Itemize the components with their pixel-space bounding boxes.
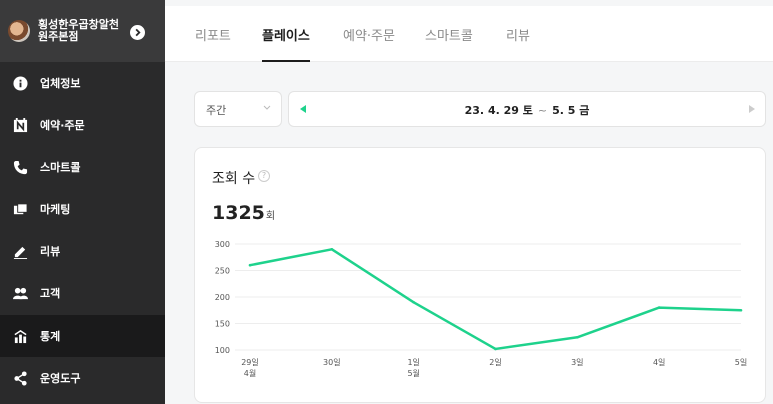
- store-name: 횡성한우곱창알천 원주본점: [38, 19, 130, 43]
- sidebar-item-smartcall[interactable]: 스마트콜: [0, 146, 165, 188]
- share-tool-icon: [12, 370, 28, 386]
- store-name-line2: 원주본점: [38, 30, 79, 43]
- sidebar-item-reservation[interactable]: 예약·주문: [0, 104, 165, 146]
- chevron-right-icon[interactable]: [130, 25, 145, 40]
- tab-place[interactable]: 플레이스: [262, 29, 310, 44]
- calendar-n-icon: [12, 117, 28, 133]
- store-switcher[interactable]: 횡성한우곱창알천 원주본점: [0, 0, 165, 62]
- tab-report[interactable]: 리포트: [195, 29, 231, 44]
- x-tick-label: 4일: [653, 358, 665, 367]
- store-name-line1: 횡성한우곱창알천: [38, 18, 119, 31]
- y-tick-label: 200: [215, 293, 230, 302]
- active-tab-indicator: [262, 60, 310, 62]
- x-tick-label: 29일: [241, 358, 259, 367]
- customers-icon: [12, 285, 28, 301]
- views-total-value: 1325: [212, 202, 265, 224]
- sidebar-item-tools[interactable]: 운영도구: [0, 357, 165, 399]
- x-tick-sublabel: 5월: [407, 368, 419, 378]
- sidebar-item-stats[interactable]: 통계: [0, 315, 165, 357]
- date-range-text: 23. 4. 29 토 ~5. 5 금: [289, 102, 765, 118]
- sidebar-item-label: 고객: [40, 287, 61, 300]
- x-tick-label: 3일: [571, 358, 583, 367]
- phone-icon: [12, 159, 28, 175]
- info-icon: [12, 75, 28, 91]
- sidebar-item-business-info[interactable]: 업체정보: [0, 62, 165, 104]
- tab-review[interactable]: 리뷰: [506, 29, 530, 44]
- x-tick-label: 1일: [407, 358, 419, 367]
- sidebar-item-label: 마케팅: [40, 203, 71, 216]
- date-range-picker: 23. 4. 29 토 ~5. 5 금: [288, 91, 766, 127]
- sidebar-item-label: 업체정보: [40, 77, 81, 90]
- marketing-icon: [12, 201, 28, 217]
- data-point: [657, 306, 661, 309]
- data-point: [412, 301, 415, 304]
- stats-icon: [12, 328, 28, 344]
- pen-icon: [12, 243, 28, 259]
- y-tick-label: 100: [215, 346, 230, 355]
- views-series-line: [249, 248, 742, 351]
- sidebar-item-marketing[interactable]: 마케팅: [0, 188, 165, 230]
- y-tick-label: 250: [215, 267, 230, 276]
- store-avatar: [8, 20, 30, 42]
- views-total-unit: 회: [265, 211, 276, 222]
- y-tick-label: 150: [215, 320, 230, 329]
- period-select[interactable]: 주간: [194, 91, 282, 127]
- range-start: 23. 4. 29 토: [464, 104, 533, 117]
- chevron-down-icon: [263, 104, 271, 113]
- data-point: [248, 263, 252, 267]
- x-tick-label: 5일: [735, 358, 747, 367]
- range-separator: ~: [537, 104, 548, 117]
- prev-week-icon[interactable]: [297, 103, 309, 115]
- tab-reservation-order[interactable]: 예약·주문: [343, 29, 395, 44]
- sidebar-item-label: 운영도구: [40, 372, 81, 385]
- range-end: 5. 5 금: [552, 104, 590, 117]
- data-point: [330, 248, 334, 251]
- next-week-icon[interactable]: [745, 103, 757, 115]
- sidebar-item-review[interactable]: 리뷰: [0, 230, 165, 272]
- sidebar-item-customers[interactable]: 고객: [0, 272, 165, 314]
- y-tick-label: 300: [215, 240, 230, 249]
- sidebar-item-label: 예약·주문: [40, 119, 85, 132]
- tab-bar: 리포트 플레이스 예약·주문 스마트콜 리뷰: [165, 6, 773, 62]
- data-point: [576, 335, 579, 339]
- views-total: 1325회: [212, 202, 275, 224]
- x-tick-label: 30일: [323, 358, 341, 367]
- x-tick-label: 2일: [489, 358, 501, 367]
- sidebar-item-label: 스마트콜: [40, 161, 81, 174]
- card-title: 조회 수: [212, 171, 256, 187]
- sidebar-item-label: 통계: [40, 330, 61, 343]
- help-icon[interactable]: ?: [258, 170, 270, 182]
- views-card: 조회 수 ? 1325회 100 150 200 250 300 29일 4월 30일 1일 5월…: [194, 147, 766, 403]
- sidebar-item-label: 리뷰: [40, 245, 61, 258]
- data-point: [494, 347, 497, 351]
- data-point: [739, 308, 743, 312]
- sidebar: 횡성한우곱창알천 원주본점 업체정보 예약·주문 스마트콜 마케팅 리뷰: [0, 0, 165, 404]
- x-tick-sublabel: 4월: [244, 368, 256, 378]
- tab-smartcall[interactable]: 스마트콜: [425, 29, 473, 44]
- period-select-value: 주간: [206, 104, 227, 117]
